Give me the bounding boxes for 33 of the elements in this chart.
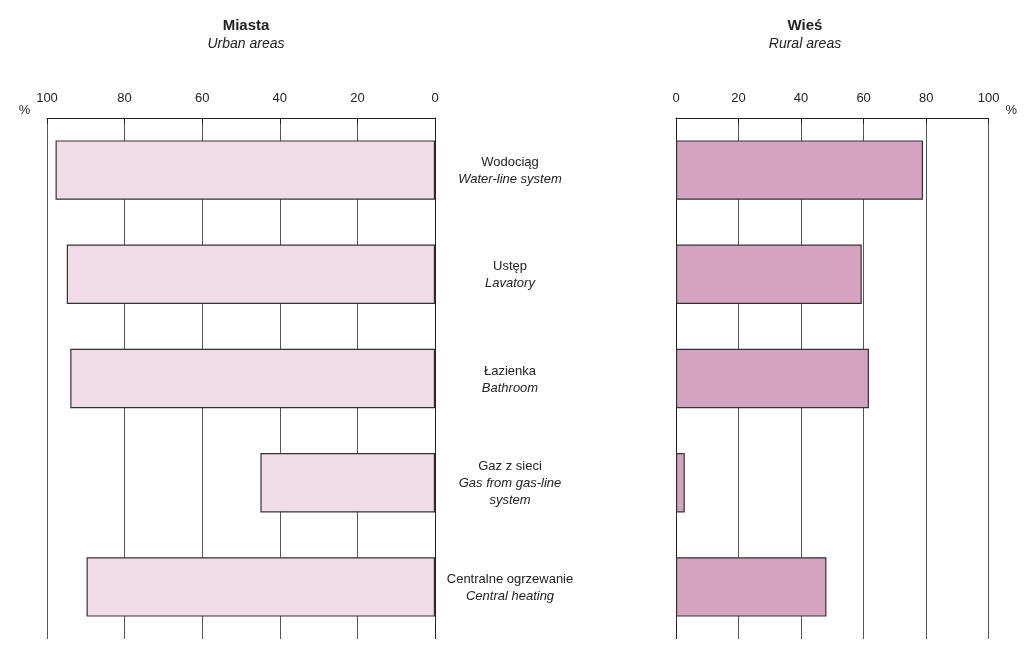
y-tick-label: Wodociąg Water-line system	[458, 154, 562, 187]
x-axis-title: %	[1005, 102, 1018, 117]
chart-subtitle: Urban areas	[207, 35, 285, 51]
x-axis-title: %	[18, 102, 31, 117]
x-tick-label: 60	[194, 90, 210, 105]
x-tick-label: 0	[431, 90, 439, 105]
chart-title: Miasta	[222, 16, 270, 33]
bar	[260, 453, 435, 513]
bar	[676, 453, 685, 513]
x-tick-label: 60	[856, 90, 871, 105]
y-tick-label: Ustęp Lavatory	[485, 258, 537, 291]
bar	[676, 348, 869, 409]
bar	[55, 140, 435, 200]
bar	[66, 244, 435, 304]
bar	[676, 244, 862, 304]
x-tick-label: 20	[731, 90, 746, 105]
x-tick-label: 100	[36, 90, 58, 105]
x-tick-label: 20	[350, 90, 365, 105]
bar	[676, 140, 924, 200]
x-tick-label: 40	[272, 90, 288, 105]
y-tick-label: Łazienka Bathroom	[481, 362, 539, 395]
x-tick-label: 100	[977, 90, 1000, 105]
chart-title: Wieś	[787, 16, 823, 33]
bar	[676, 557, 827, 617]
y-tick-label: Gaz z sieci Gas from gas-line system	[458, 458, 562, 508]
x-tick-label: 80	[117, 90, 132, 105]
x-tick-label: 0	[672, 90, 680, 105]
chart-subtitle: Rural areas	[768, 35, 842, 51]
bar	[86, 557, 435, 617]
bar	[70, 348, 435, 409]
x-tick-label: 40	[793, 90, 809, 105]
x-tick-label: 80	[918, 90, 934, 105]
y-tick-label: Centralne ogrzewanie Central heating	[446, 570, 574, 603]
